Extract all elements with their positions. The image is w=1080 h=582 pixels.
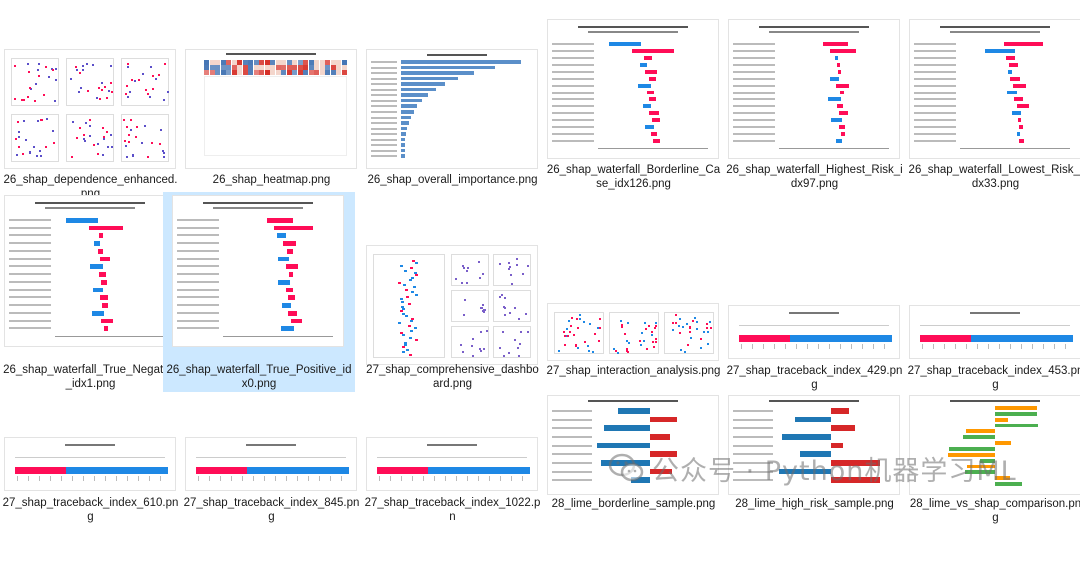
image-thumbnail (910, 306, 1080, 358)
file-tile[interactable]: 27_shap_traceback_index_453.png (905, 280, 1080, 452)
file-name: 27_shap_comprehensive_dashboard.png (366, 364, 539, 390)
file-tile[interactable]: 28_lime_vs_shap_comparison.png (905, 390, 1080, 562)
image-thumbnail (548, 20, 718, 158)
file-name: 26_shap_waterfall_True_Positive_idx0.png (166, 364, 352, 390)
file-name: 28_lime_vs_shap_comparison.png (909, 498, 1080, 524)
file-tile[interactable]: 27_shap_traceback_index_845.png (181, 410, 362, 582)
file-tile[interactable]: 26_shap_overall_importance.png (362, 30, 543, 202)
file-tile[interactable]: 27_shap_traceback_index_610.png (0, 410, 181, 582)
file-tile[interactable]: 27_shap_comprehensive_dashboard.png (362, 220, 543, 392)
file-tile[interactable]: 26_shap_waterfall_True_Negative_idx1.png (0, 192, 181, 390)
image-thumbnail (729, 20, 899, 158)
image-thumbnail (548, 304, 718, 360)
file-name: 27_shap_traceback_index_453.png (907, 365, 1080, 391)
file-tile[interactable]: 27_shap_traceback_index_1022.pn (362, 410, 543, 582)
file-name: 26_shap_heatmap.png (212, 174, 331, 186)
file-tile[interactable]: 28_lime_borderline_sample.png (543, 390, 724, 562)
file-tile[interactable]: 26_shap_waterfall_Lowest_Risk_idx33.png (905, 0, 1080, 190)
image-thumbnail (186, 50, 356, 168)
image-thumbnail (173, 196, 343, 346)
image-thumbnail (5, 50, 175, 168)
file-name: 28_lime_high_risk_sample.png (735, 498, 894, 510)
image-thumbnail (729, 306, 899, 358)
image-thumbnail (186, 438, 356, 490)
file-tile[interactable]: 27_shap_traceback_index_429.png (724, 280, 905, 452)
file-name: 27_shap_traceback_index_1022.pn (364, 497, 541, 523)
image-thumbnail (548, 396, 718, 494)
image-thumbnail (367, 438, 537, 490)
file-tile[interactable]: 26_shap_waterfall_Highest_Risk_idx97.png (724, 0, 905, 190)
file-name: 27_shap_traceback_index_429.png (726, 365, 903, 391)
watermark-text: 公众号 · Python机器学习ML (652, 455, 1017, 487)
file-name: 27_shap_traceback_index_845.png (183, 497, 360, 523)
watermark: 公众号 · Python机器学习ML (608, 448, 1017, 488)
image-thumbnail (5, 196, 175, 346)
file-name: 26_shap_waterfall_Highest_Risk_idx97.png (726, 164, 903, 190)
file-name: 26_shap_overall_importance.png (367, 174, 538, 186)
file-grid: 26_shap_dependence_enhanced.png 26_shap_… (0, 0, 1080, 524)
file-tile[interactable]: 26_shap_heatmap.png (181, 30, 362, 202)
file-tile[interactable]: 26_shap_dependence_enhanced.png (0, 30, 181, 202)
file-name: 27_shap_traceback_index_610.png (2, 497, 179, 523)
image-thumbnail (367, 50, 537, 168)
image-thumbnail (729, 396, 899, 494)
image-thumbnail (910, 396, 1080, 494)
file-name: 28_lime_borderline_sample.png (551, 498, 716, 510)
image-thumbnail (367, 246, 537, 364)
image-thumbnail (910, 20, 1080, 158)
file-tile[interactable]: 27_shap_interaction_analysis.png (543, 280, 724, 452)
file-tile[interactable]: 26_shap_waterfall_Borderline_Case_idx126… (543, 0, 724, 190)
file-tile-selected[interactable]: 26_shap_waterfall_True_Positive_idx0.png (163, 192, 355, 392)
file-tile[interactable]: 28_lime_high_risk_sample.png (724, 390, 905, 562)
file-name: 26_shap_waterfall_Lowest_Risk_idx33.png (908, 164, 1080, 190)
file-name: 26_shap_waterfall_True_Negative_idx1.png (3, 364, 178, 390)
wechat-icon (608, 453, 644, 483)
image-thumbnail (5, 438, 175, 490)
file-name: 27_shap_interaction_analysis.png (546, 365, 721, 377)
file-name: 26_shap_waterfall_Borderline_Case_idx126… (546, 164, 721, 190)
